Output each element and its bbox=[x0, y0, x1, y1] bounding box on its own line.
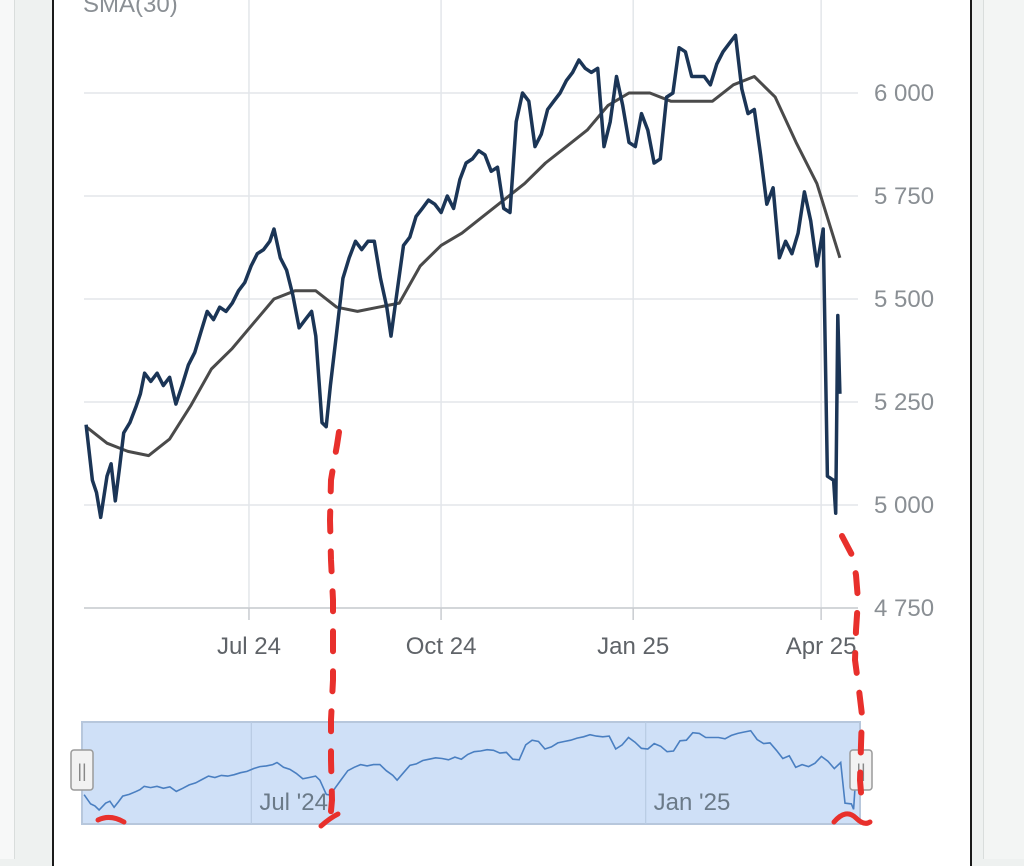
annotation-curve-start bbox=[95, 814, 127, 825]
x-tick-label: Jul 24 bbox=[217, 633, 281, 660]
series-layer bbox=[84, 33, 842, 520]
annotation-curve-aug bbox=[318, 811, 341, 829]
navigator-line bbox=[83, 729, 859, 812]
y-axis: 4 750 5 000 5 250 5 500 5 750 6 000 bbox=[874, 80, 934, 622]
page-right-scrollbar-track bbox=[983, 0, 1024, 859]
x-axis: Jul 24 Oct 24 Jan 25 Apr 25 bbox=[217, 633, 857, 660]
y-tick-label: 6 000 bbox=[874, 80, 934, 107]
x-tick-label: Apr 25 bbox=[786, 633, 857, 660]
range-navigator: Jul '24 Jan '25|| || bbox=[70, 721, 873, 825]
y-tick-label: 4 750 bbox=[874, 595, 934, 622]
y-tick-label: 5 000 bbox=[874, 492, 934, 519]
legend-sma30-label: SMA(30) bbox=[83, 0, 178, 18]
annotation-dashed-line-apr bbox=[839, 533, 866, 808]
y-tick-label: 5 750 bbox=[874, 183, 934, 210]
annotation-curve-end bbox=[831, 811, 873, 826]
navigator-handle-left[interactable]: || bbox=[70, 749, 94, 791]
navigator-tick-label: Jul '24 bbox=[259, 789, 328, 816]
navigator-tick-label: Jan '25 bbox=[654, 789, 731, 816]
y-tick-label: 5 250 bbox=[874, 389, 934, 416]
handle-grip bbox=[70, 749, 94, 791]
price-line bbox=[84, 33, 842, 520]
x-tick-label: Jan 25 bbox=[597, 633, 669, 660]
y-tick-label: 5 500 bbox=[874, 286, 934, 313]
x-tick-label: Oct 24 bbox=[406, 633, 477, 660]
page-left-margin bbox=[0, 0, 15, 859]
gridlines bbox=[84, 0, 858, 620]
handle-glyph: || bbox=[77, 761, 86, 781]
sma30-line bbox=[85, 75, 842, 458]
annotation-layer bbox=[95, 429, 873, 829]
annotation-dashed-line-aug bbox=[326, 429, 342, 825]
navigator-selection bbox=[81, 721, 861, 825]
